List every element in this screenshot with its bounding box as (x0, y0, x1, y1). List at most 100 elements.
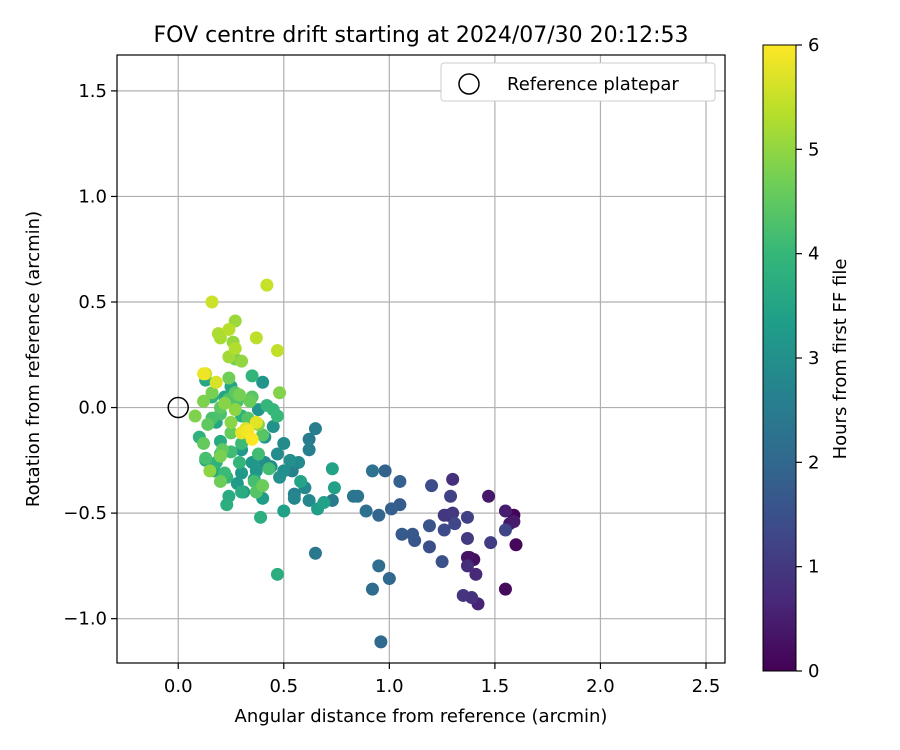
data-point (446, 506, 460, 520)
data-point (273, 386, 287, 400)
data-point (211, 327, 225, 341)
data-point (218, 396, 232, 410)
colorbar-label: Hours from first FF file (830, 259, 851, 460)
data-point (256, 479, 270, 493)
data-point (294, 474, 308, 488)
data-point (498, 523, 512, 537)
data-point (484, 536, 498, 550)
data-point (197, 436, 211, 450)
y-tick-label: 1.0 (78, 186, 107, 207)
data-point (287, 491, 301, 505)
x-tick-label: 1.0 (375, 676, 404, 697)
colorbar-tick-label: 0 (808, 661, 819, 682)
chart-title: FOV centre drift starting at 2024/07/30 … (154, 23, 689, 48)
data-point (302, 493, 316, 507)
colorbar-tick-label: 6 (808, 35, 819, 56)
data-point (460, 531, 474, 545)
data-point (249, 415, 263, 429)
data-point (213, 449, 227, 463)
colorbar-tick-label: 3 (808, 348, 819, 369)
colorbar-tick-label: 2 (808, 452, 819, 473)
colorbar-ticks: 0 1 2 3 4 5 6 (796, 35, 819, 682)
data-point (308, 546, 322, 560)
colorbar-tick-label: 5 (808, 139, 819, 160)
x-axis-ticks: 0.0 0.5 1.0 1.5 2.0 2.5 (164, 663, 720, 697)
data-point (197, 394, 211, 408)
data-point (365, 582, 379, 596)
data-point (243, 394, 257, 408)
data-point (256, 375, 270, 389)
data-point (325, 462, 339, 476)
data-point (498, 582, 512, 596)
data-point (406, 527, 420, 541)
data-point (482, 489, 496, 503)
y-tick-label: −1.0 (63, 609, 107, 630)
y-tick-label: 0.5 (78, 292, 107, 313)
data-point (270, 567, 284, 581)
legend-marker-icon (458, 73, 480, 95)
y-tick-label: 1.5 (78, 81, 107, 102)
data-point (372, 559, 386, 573)
data-point (460, 510, 474, 524)
data-point (374, 635, 388, 649)
data-point (222, 371, 236, 385)
data-point (249, 331, 263, 345)
data-point (213, 474, 227, 488)
data-point (317, 496, 331, 510)
data-point (395, 527, 409, 541)
y-axis-label: Rotation from reference (arcmin) (23, 211, 44, 507)
data-point (232, 388, 246, 402)
data-point (188, 409, 202, 423)
data-point (209, 375, 223, 389)
data-point (308, 422, 322, 436)
colorbar-tick-label: 1 (808, 557, 819, 578)
data-point (327, 481, 341, 495)
data-point (201, 417, 215, 431)
x-tick-label: 0.0 (164, 676, 193, 697)
y-axis-ticks: −1.0 −0.5 0.0 0.5 1.0 1.5 (63, 81, 117, 630)
data-point (197, 367, 211, 381)
data-point (262, 462, 276, 476)
data-point (393, 474, 407, 488)
data-point (235, 436, 249, 450)
plot-frame (116, 54, 726, 664)
data-point (224, 415, 238, 429)
data-point (228, 341, 242, 355)
data-point (199, 451, 213, 465)
legend-label: Reference platepar (507, 74, 679, 95)
data-point (232, 455, 246, 469)
data-point (270, 344, 284, 358)
data-point (456, 588, 470, 602)
data-point (256, 428, 270, 442)
data-point (422, 519, 436, 533)
data-point (435, 555, 449, 569)
data-point (270, 447, 284, 461)
data-point (277, 436, 291, 450)
data-point (228, 403, 242, 417)
data-point (378, 464, 392, 478)
plot-area (117, 55, 725, 663)
data-point (277, 504, 291, 518)
data-point (469, 567, 483, 581)
data-point (422, 540, 436, 554)
data-point (245, 432, 259, 446)
data-point (425, 479, 439, 493)
colorbar: 0 1 2 3 4 5 6 Hours from first FF file (762, 35, 851, 682)
data-point (266, 420, 280, 434)
data-point (346, 489, 360, 503)
reference-marker (167, 396, 189, 419)
data-point (507, 515, 521, 529)
data-point (260, 278, 274, 292)
data-point (382, 572, 396, 586)
data-point (224, 426, 238, 440)
y-tick-label: 0.0 (78, 398, 107, 419)
data-point (437, 523, 451, 537)
y-tick-label: −0.5 (63, 503, 107, 524)
data-point (254, 510, 268, 524)
data-point (302, 432, 316, 446)
legend: Reference platepar (440, 62, 716, 102)
x-axis-label: Angular distance from reference (arcmin) (235, 706, 608, 727)
data-point (509, 538, 523, 552)
data-point (448, 517, 462, 531)
